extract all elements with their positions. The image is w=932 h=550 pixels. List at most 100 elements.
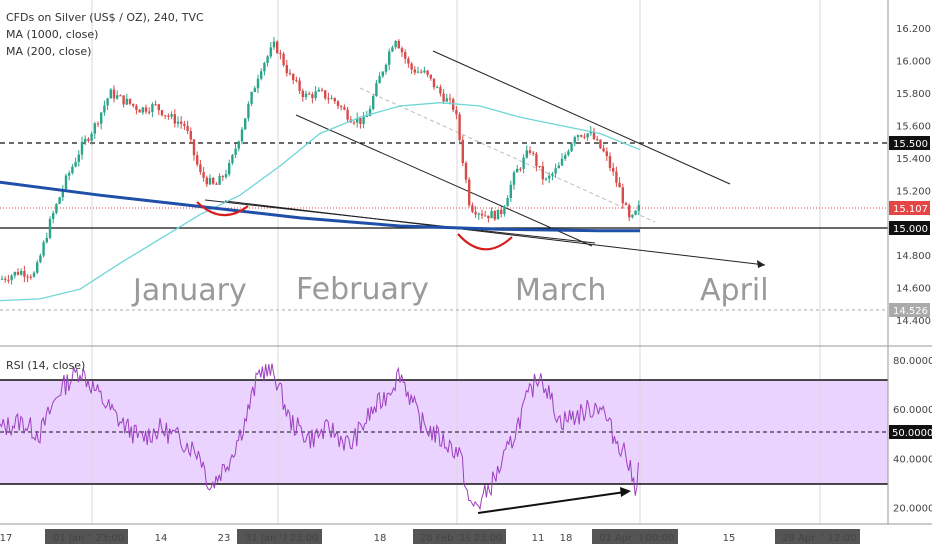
candle-body: [96, 123, 100, 125]
candle-body: [525, 150, 528, 158]
trendline-arrowhead: [757, 260, 765, 268]
candle-body: [615, 171, 618, 183]
candle-body: [77, 154, 80, 162]
candle-body: [439, 87, 442, 94]
candle-body: [295, 80, 298, 82]
channel-lower-trendline[interactable]: [295, 114, 593, 247]
channel-upper-trendline[interactable]: [432, 50, 731, 185]
price-tick-label: 14.400: [896, 316, 931, 327]
support-trendline-2[interactable]: [204, 199, 596, 244]
candle-body: [458, 114, 461, 140]
candle-body: [215, 183, 218, 185]
candle-body: [637, 205, 640, 211]
vertical-grid: [91, 0, 821, 524]
candle-body: [490, 211, 493, 219]
candle-body: [541, 166, 544, 180]
candle-body: [119, 95, 122, 97]
time-tick-label: 00:00: [646, 533, 675, 544]
candle-body: [352, 122, 356, 124]
time-label-box: [642, 529, 678, 544]
main-plot-background: [0, 0, 888, 345]
time-tick-label: 23:00: [474, 533, 503, 544]
candle-body: [122, 95, 125, 105]
candle-body: [292, 73, 295, 81]
candle-body: [365, 116, 368, 118]
candle-body: [26, 276, 29, 278]
candle-body: [532, 152, 535, 154]
candle-body: [128, 98, 132, 104]
candle-body: [509, 184, 512, 199]
month-label-february: February: [296, 272, 429, 307]
time-tick-label: 31 Jan '19: [245, 533, 295, 544]
candle-body: [42, 242, 45, 256]
chart-title: CFDs on Silver (US$ / OZ), 240, TVC: [6, 11, 204, 24]
candle-body: [580, 135, 583, 137]
price-box-last-text: 15.107: [893, 204, 928, 215]
candle-body: [400, 48, 404, 53]
candle-body: [106, 98, 109, 106]
candle-body: [445, 98, 448, 102]
candle-body: [138, 109, 141, 113]
price-axis[interactable]: 16.200 16.000 15.800 15.600 15.400 15.200 14.8…: [896, 24, 931, 327]
candle-body: [359, 117, 362, 124]
candle-body: [103, 105, 106, 113]
candle-body: [84, 138, 87, 142]
rsi-box-middle: [889, 425, 932, 439]
candle-body: [135, 105, 138, 110]
candle-body: [205, 177, 208, 185]
candle-body: [388, 51, 391, 65]
candle-body: [317, 89, 320, 92]
candle-body: [330, 98, 333, 100]
rsi-axis[interactable]: 80.0000 60.0000 40.0000 20.0000: [893, 356, 932, 515]
candle-body: [183, 123, 186, 126]
candle-body: [180, 121, 183, 124]
candle-body: [148, 111, 151, 113]
candle-body: [404, 52, 407, 59]
ma1000-legend: MA (1000, close): [6, 28, 98, 41]
candle-body: [522, 157, 525, 169]
price-box-support-text: 15.000: [893, 224, 928, 235]
rsi-divergence-arrow: [477, 491, 626, 514]
month-label-january: January: [131, 273, 247, 308]
time-tick-label: 12:00: [828, 533, 857, 544]
candle-body: [301, 90, 304, 98]
candle-body: [471, 205, 474, 212]
rsi-line: [0, 363, 639, 511]
candle-body: [413, 69, 416, 73]
candle-body: [327, 98, 330, 100]
candle-body: [570, 143, 573, 152]
rsi-divergence-arrowhead: [620, 487, 631, 497]
candle-body: [346, 109, 349, 120]
price-box-low-text: 14.526: [893, 306, 928, 317]
candle-body: [244, 118, 247, 130]
candle-body: [272, 41, 276, 48]
candle-body: [455, 109, 458, 115]
candle-body: [186, 125, 189, 132]
candle-body: [208, 177, 212, 185]
candle-body: [279, 53, 282, 55]
candle-body: [164, 115, 167, 117]
month-label-april: April: [700, 273, 769, 308]
time-tick-label: 01 Apr '19: [599, 533, 651, 544]
candle-body: [391, 47, 394, 52]
candle-body: [173, 114, 176, 124]
candle-body: [224, 174, 228, 178]
candle-body: [157, 104, 160, 111]
candle-body: [253, 88, 256, 93]
candle-body: [551, 173, 554, 176]
candle-body: [592, 131, 596, 140]
candle-body: [10, 275, 13, 281]
price-box-resistance-text: 15.500: [893, 139, 928, 150]
candle-body: [90, 133, 93, 141]
candle-body: [448, 98, 452, 100]
candle-body: [554, 168, 557, 174]
candle-body: [576, 135, 580, 138]
price-box-low: [889, 303, 930, 317]
candle-body: [285, 65, 288, 74]
candle-body: [61, 188, 64, 198]
candle-body: [407, 58, 410, 64]
candle-body: [548, 175, 551, 179]
candle-body: [599, 139, 602, 149]
